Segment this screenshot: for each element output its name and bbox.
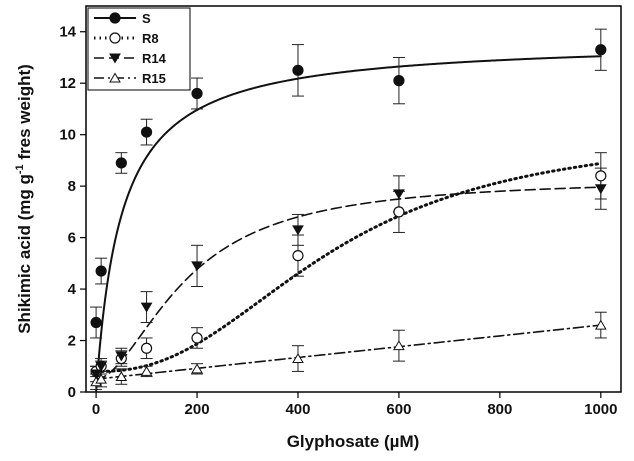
data-point-s — [95, 265, 107, 277]
x-tick-label: 800 — [487, 401, 512, 418]
legend-box — [87, 7, 191, 91]
fit-curve-r14 — [95, 186, 602, 380]
data-point-s — [90, 316, 102, 329]
fit-curves — [94, 55, 603, 393]
data-point-r8 — [191, 332, 203, 344]
axes: 0 200 400 600 800 1000 0 2 4 6 8 10 12 14 — [59, 24, 617, 418]
data-point-r8 — [292, 250, 304, 262]
data-point-r15 — [292, 353, 304, 364]
data-point-r15 — [191, 363, 203, 374]
legend-marker-r15 — [109, 72, 121, 83]
legend-label-r14: R14 — [142, 51, 167, 66]
data-point-r14 — [594, 184, 607, 195]
data-point-s — [595, 44, 607, 56]
data-point-r15 — [95, 373, 108, 384]
y-axis-title-main: Shikimic acid (mg g — [15, 174, 34, 334]
legend: S R8 R14 R15 — [87, 7, 191, 91]
data-point-r14 — [292, 225, 304, 236]
legend-label-r15: R15 — [142, 71, 166, 86]
y-tick-label: 8 — [68, 178, 76, 195]
data-point-s — [393, 75, 405, 87]
legend-label-r8: R8 — [142, 31, 159, 46]
data-point-r15 — [140, 365, 153, 376]
data-point-r14 — [140, 302, 153, 313]
y-tick-label: 4 — [68, 281, 77, 298]
y-tick-label: 12 — [59, 75, 76, 92]
data-markers — [90, 44, 607, 387]
fit-curve-s — [95, 55, 602, 393]
x-tick-label: 1000 — [584, 401, 617, 418]
x-tick-label: 0 — [92, 401, 100, 418]
data-point-s — [292, 64, 304, 76]
data-point-r15 — [393, 340, 405, 351]
legend-label-s: S — [142, 11, 151, 26]
fit-curve-r8 — [94, 161, 603, 373]
legend-marker-r14 — [109, 53, 121, 64]
data-point-r15 — [594, 319, 607, 330]
plot-frame — [85, 5, 622, 393]
data-point-r15 — [115, 371, 128, 382]
data-point-r14 — [115, 351, 128, 362]
y-tick-label: 0 — [68, 384, 76, 401]
x-axis-title: Glyphosate (µM) — [287, 432, 420, 451]
data-point-r14 — [393, 189, 405, 200]
data-point-r14 — [191, 261, 203, 272]
data-point-r14 — [90, 369, 102, 380]
y-tick-label: 2 — [68, 333, 76, 350]
fit-curve-r15 — [95, 324, 602, 380]
data-point-r8 — [595, 170, 607, 182]
data-point-s — [191, 87, 203, 100]
data-point-r8 — [393, 206, 405, 218]
x-tick-label: 600 — [386, 401, 411, 418]
data-point-r8 — [140, 342, 153, 354]
y-axis-title: Shikimic acid (mg g-1 fres weight) — [14, 64, 34, 334]
y-tick-label: 10 — [59, 127, 76, 144]
data-point-r14 — [95, 361, 108, 372]
y-axis-title-tail: fres weight) — [15, 64, 34, 164]
legend-marker-r8 — [109, 32, 121, 44]
y-tick-label: 6 — [68, 230, 76, 247]
x-tick-label: 400 — [285, 401, 310, 418]
data-point-s — [115, 157, 127, 169]
x-tick-label: 200 — [185, 401, 210, 418]
legend-marker-s — [109, 12, 121, 24]
data-point-s — [140, 126, 153, 138]
y-tick-label: 14 — [59, 24, 76, 41]
y-axis-title-sup: -1 — [14, 164, 26, 174]
